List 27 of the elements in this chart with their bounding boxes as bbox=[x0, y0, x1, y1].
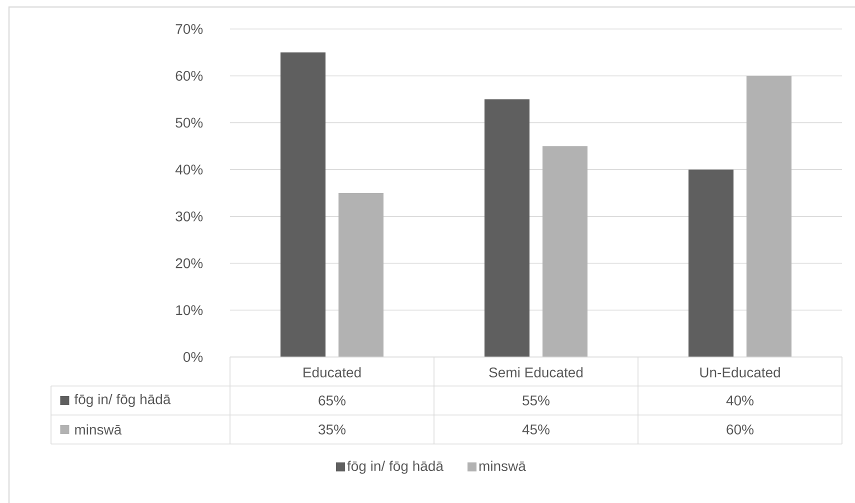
bar bbox=[338, 192, 384, 357]
y-tick-label: 30% bbox=[176, 211, 203, 222]
y-tick-label: 40% bbox=[175, 164, 203, 175]
y-tick-label: 10% bbox=[176, 305, 203, 316]
legend-label: minswā bbox=[479, 460, 526, 472]
legend-label: fōg in/ fōg hādā bbox=[347, 460, 444, 474]
y-tick-label: 50% bbox=[176, 118, 203, 128]
data-label: 55% bbox=[522, 396, 550, 406]
data-label: 35% bbox=[318, 424, 346, 434]
data-label: 60% bbox=[726, 424, 754, 434]
y-tick-label: 0% bbox=[183, 352, 203, 362]
text: fōg in/ fōg hādā bbox=[74, 394, 171, 408]
text: minswā bbox=[75, 424, 122, 435]
bar bbox=[484, 99, 530, 357]
data-label: 65% bbox=[318, 396, 346, 406]
x-tick-label: Educated bbox=[304, 367, 361, 378]
y-tick-label: 60% bbox=[176, 70, 203, 81]
x-tick-label: Semi Educated bbox=[489, 367, 583, 378]
data-label: 40% bbox=[726, 396, 754, 406]
data-label: 45% bbox=[522, 424, 550, 434]
bar bbox=[688, 170, 734, 357]
bar bbox=[280, 52, 326, 357]
y-tick-label: 70% bbox=[176, 24, 203, 34]
bar bbox=[746, 76, 792, 357]
bar bbox=[542, 146, 588, 357]
x-tick-label: Un-Educated bbox=[700, 367, 780, 378]
y-tick-label: 20% bbox=[176, 258, 203, 268]
